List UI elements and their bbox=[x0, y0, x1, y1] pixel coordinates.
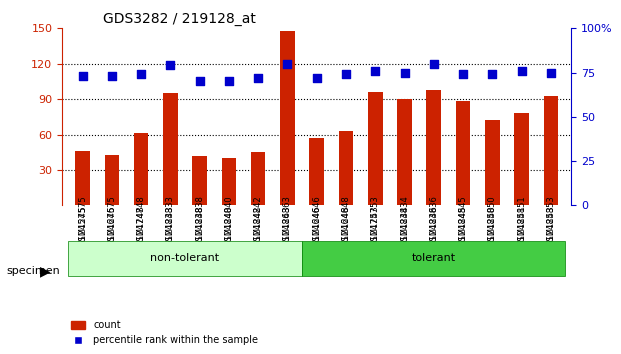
Text: GSM124753: GSM124753 bbox=[371, 205, 379, 260]
Bar bbox=[368, 92, 383, 205]
Text: GSM124850: GSM124850 bbox=[488, 205, 497, 260]
Point bbox=[546, 70, 556, 75]
Text: GDS3282 / 219128_at: GDS3282 / 219128_at bbox=[103, 12, 256, 26]
Text: specimen: specimen bbox=[6, 266, 60, 276]
Text: GSM124838: GSM124838 bbox=[195, 205, 204, 260]
Point bbox=[283, 61, 292, 67]
Text: GSM124833: GSM124833 bbox=[166, 205, 175, 260]
Bar bbox=[543, 96, 558, 205]
Text: GSM124646: GSM124646 bbox=[312, 195, 321, 246]
Text: GSM124863: GSM124863 bbox=[283, 205, 292, 260]
Text: GSM124648: GSM124648 bbox=[342, 195, 350, 246]
Text: GSM124853: GSM124853 bbox=[546, 195, 555, 246]
Point bbox=[107, 73, 117, 79]
Bar bbox=[75, 151, 90, 205]
Point bbox=[341, 72, 351, 77]
Point bbox=[312, 75, 322, 81]
Text: GSM124842: GSM124842 bbox=[254, 205, 263, 260]
Point bbox=[399, 70, 409, 75]
Text: GSM124836: GSM124836 bbox=[429, 195, 438, 246]
Bar bbox=[485, 120, 500, 205]
Text: GSM124850: GSM124850 bbox=[488, 195, 497, 246]
Text: GSM124836: GSM124836 bbox=[429, 205, 438, 260]
Bar bbox=[514, 113, 529, 205]
Text: GSM124646: GSM124646 bbox=[312, 205, 321, 260]
Text: GSM124575: GSM124575 bbox=[78, 205, 87, 260]
Text: GSM124834: GSM124834 bbox=[400, 205, 409, 260]
Point bbox=[429, 61, 439, 67]
FancyBboxPatch shape bbox=[302, 241, 566, 276]
Point bbox=[458, 72, 468, 77]
Point bbox=[487, 72, 497, 77]
Bar bbox=[251, 152, 266, 205]
Text: GSM124838: GSM124838 bbox=[195, 195, 204, 246]
Text: GSM124853: GSM124853 bbox=[546, 205, 555, 260]
Text: GSM124851: GSM124851 bbox=[517, 195, 526, 246]
Text: GSM124753: GSM124753 bbox=[371, 195, 379, 246]
Bar bbox=[104, 155, 119, 205]
Legend: count, percentile rank within the sample: count, percentile rank within the sample bbox=[67, 316, 262, 349]
Text: GSM124851: GSM124851 bbox=[517, 205, 526, 260]
Text: GSM124675: GSM124675 bbox=[107, 205, 116, 260]
Bar bbox=[134, 133, 148, 205]
Text: GSM124845: GSM124845 bbox=[458, 205, 468, 260]
Text: tolerant: tolerant bbox=[412, 253, 456, 263]
Bar bbox=[427, 90, 441, 205]
Text: GSM124863: GSM124863 bbox=[283, 195, 292, 246]
Text: GSM124834: GSM124834 bbox=[400, 195, 409, 246]
Text: GSM124842: GSM124842 bbox=[254, 195, 263, 246]
Bar bbox=[397, 99, 412, 205]
Point bbox=[136, 72, 146, 77]
Text: GSM124840: GSM124840 bbox=[224, 205, 233, 260]
Text: non-tolerant: non-tolerant bbox=[150, 253, 220, 263]
Text: GSM124675: GSM124675 bbox=[107, 195, 116, 246]
Text: GSM124648: GSM124648 bbox=[342, 205, 350, 260]
FancyBboxPatch shape bbox=[68, 241, 302, 276]
Text: ▶: ▶ bbox=[40, 264, 51, 278]
Text: GSM124845: GSM124845 bbox=[458, 195, 468, 246]
Point bbox=[253, 75, 263, 81]
Text: GSM124748: GSM124748 bbox=[137, 195, 145, 246]
Point bbox=[78, 73, 88, 79]
Bar bbox=[280, 31, 295, 205]
Text: GSM124575: GSM124575 bbox=[78, 195, 87, 246]
Bar bbox=[309, 138, 324, 205]
Point bbox=[224, 79, 234, 84]
Text: GSM124840: GSM124840 bbox=[224, 195, 233, 246]
Bar bbox=[163, 93, 178, 205]
Point bbox=[370, 68, 380, 74]
Bar bbox=[456, 102, 470, 205]
Point bbox=[194, 79, 204, 84]
Bar bbox=[338, 131, 353, 205]
Text: GSM124833: GSM124833 bbox=[166, 195, 175, 246]
Point bbox=[517, 68, 527, 74]
Point bbox=[165, 63, 175, 68]
Bar bbox=[193, 156, 207, 205]
Bar bbox=[222, 158, 236, 205]
Text: GSM124748: GSM124748 bbox=[137, 205, 145, 260]
